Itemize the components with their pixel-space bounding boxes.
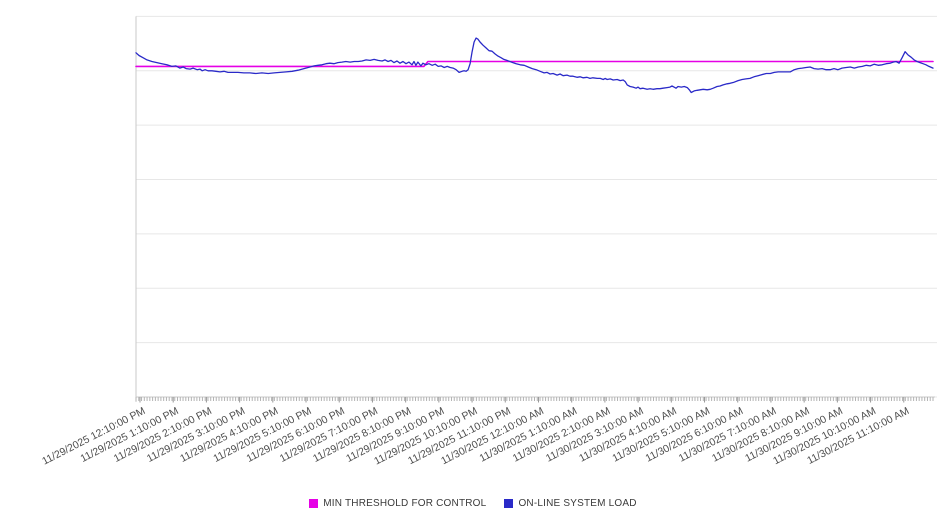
threshold-series-swatch-icon bbox=[309, 499, 319, 508]
legend-label-min-threshold: MIN THRESHOLD FOR CONTROL bbox=[323, 498, 487, 509]
min-threshold-line bbox=[135, 60, 934, 68]
legend-label-online-system-load: ON-LINE SYSTEM LOAD bbox=[518, 498, 637, 509]
legend-item-min-threshold: MIN THRESHOLD FOR CONTROL bbox=[309, 498, 486, 509]
load-series-swatch-icon bbox=[504, 499, 514, 508]
online-system-load-line bbox=[135, 37, 934, 94]
chart-legend: MIN THRESHOLD FOR CONTROL ON-LINE SYSTEM… bbox=[0, 498, 946, 509]
legend-item-online-system-load: ON-LINE SYSTEM LOAD bbox=[504, 498, 637, 509]
